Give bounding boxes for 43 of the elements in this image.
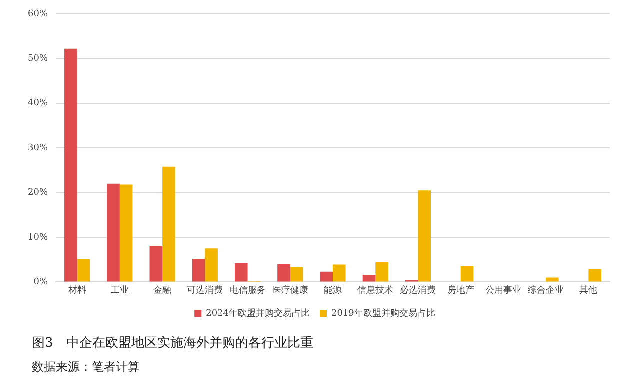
y-tick-label: 60% [28, 9, 48, 20]
legend-label: 2019年欧盟并购交易占比 [332, 308, 436, 319]
x-tick-label: 材料 [67, 284, 86, 296]
bar [234, 263, 248, 282]
bar [192, 258, 206, 282]
bar [77, 259, 90, 282]
bar [418, 190, 432, 282]
x-tick-label: 医疗健康 [272, 284, 308, 296]
x-tick-label: 工业 [110, 284, 129, 296]
source-note: 数据来源：笔者计算 [32, 359, 140, 376]
x-tick-label: 信息技术 [358, 284, 394, 296]
y-tick-label: 20% [28, 188, 48, 198]
bar [333, 264, 346, 282]
bar [205, 248, 218, 282]
text: 图3 中企在欧盟地区实施海外并购的各行业比重 [32, 335, 314, 352]
bar [162, 166, 176, 282]
x-tick-label: 其他 [580, 284, 598, 296]
bar [362, 275, 376, 282]
bar [376, 262, 388, 282]
bar [278, 264, 290, 282]
x-tick-label: 可选消费 [187, 284, 224, 296]
bar [150, 246, 163, 282]
y-tick-label: 40% [28, 98, 48, 109]
x-tick-label: 房地产 [447, 284, 474, 296]
bar [546, 278, 559, 282]
legend-label: 2024年欧盟并购交易占比 [206, 308, 310, 319]
y-tick-label: 0% [34, 278, 48, 288]
x-tick-label: 综合企业 [528, 284, 564, 296]
x-tick-label: 电信服务 [230, 284, 266, 296]
bar [290, 267, 304, 282]
y-tick-label: 10% [28, 232, 48, 243]
x-tick-label: 能源 [324, 284, 342, 296]
bar [107, 184, 120, 282]
x-tick-label: 必选消费 [400, 284, 436, 296]
bar [320, 272, 333, 282]
y-tick-label: 50% [28, 54, 48, 64]
bar [64, 48, 78, 282]
x-tick-label: 公用事业 [485, 284, 522, 296]
bar [588, 269, 602, 282]
bar [460, 266, 474, 282]
y-tick-label: 30% [28, 143, 48, 154]
bar [120, 184, 133, 282]
x-tick-label: 金融 [154, 284, 172, 296]
